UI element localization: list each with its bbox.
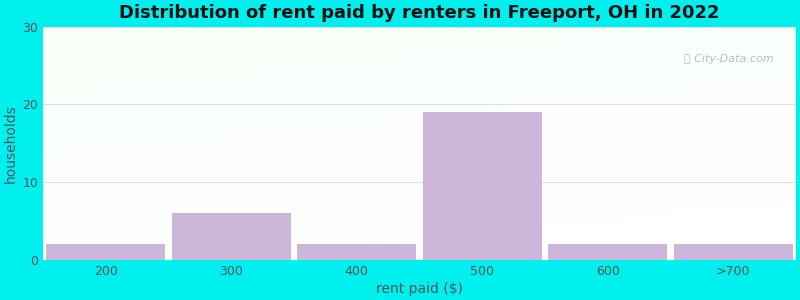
Bar	[422, 112, 542, 260]
Y-axis label: households: households	[4, 104, 18, 182]
Bar	[46, 244, 166, 260]
Bar	[674, 244, 793, 260]
X-axis label: rent paid ($): rent paid ($)	[376, 282, 463, 296]
Title: Distribution of rent paid by renters in Freeport, OH in 2022: Distribution of rent paid by renters in …	[119, 4, 720, 22]
Bar	[297, 244, 416, 260]
Bar	[548, 244, 667, 260]
Bar	[172, 213, 291, 260]
Text: ⓘ City-Data.com: ⓘ City-Data.com	[684, 55, 774, 64]
